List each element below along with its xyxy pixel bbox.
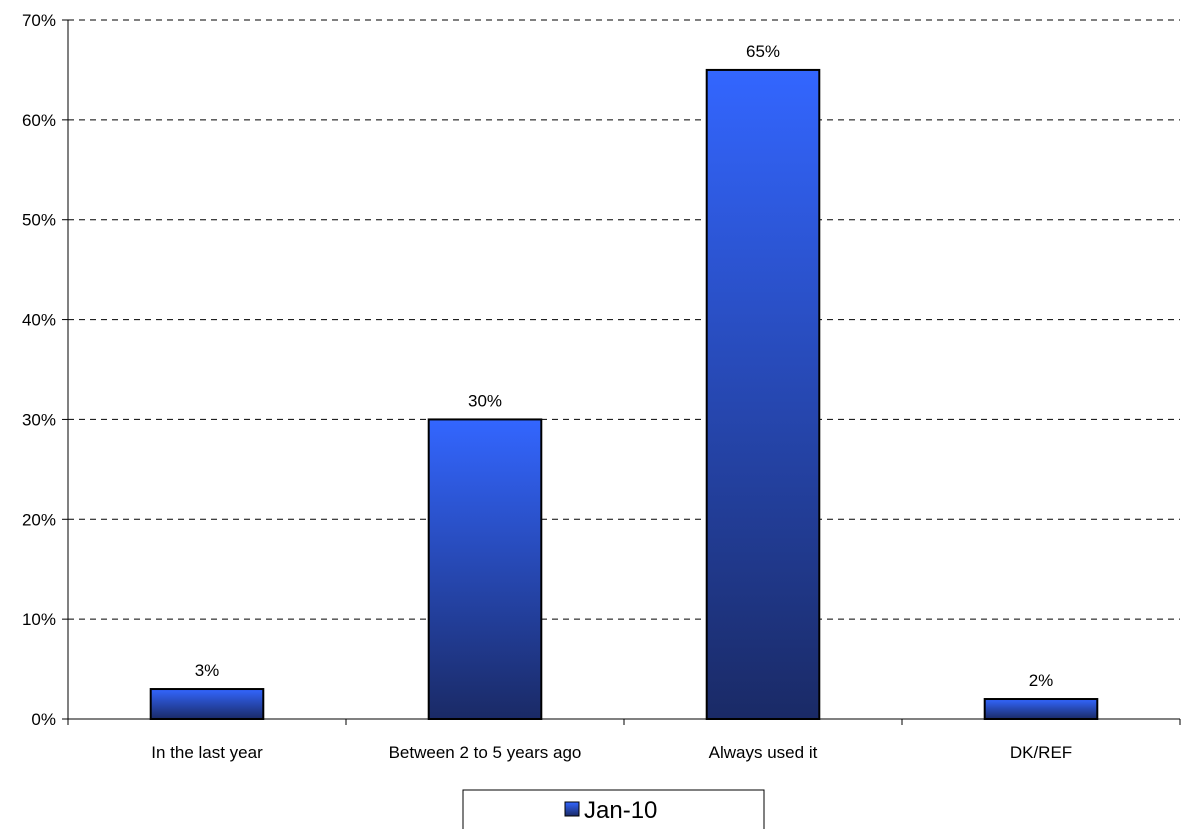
y-tick-label: 30% xyxy=(22,410,56,429)
data-label: 65% xyxy=(746,42,780,61)
data-label: 3% xyxy=(195,661,220,680)
legend-box xyxy=(462,789,765,834)
y-tick-label: 10% xyxy=(22,610,56,629)
gridlines xyxy=(68,19,1180,620)
y-tick-label: 0% xyxy=(31,710,56,729)
y-tick-label: 60% xyxy=(22,111,56,130)
bar xyxy=(983,698,1099,720)
x-tick-label: Always used it xyxy=(709,743,818,762)
y-tick-label: 50% xyxy=(22,211,56,230)
bar xyxy=(149,688,265,720)
x-tick-label: DK/REF xyxy=(1010,743,1072,762)
bar xyxy=(705,68,821,720)
bars xyxy=(149,68,1099,720)
labels: 0% 10% 20% 30% 40% 50% 60% 70% 3% In the last yea… xyxy=(22,11,1072,762)
data-label: 30% xyxy=(468,391,502,410)
legend-label: Jan-10 xyxy=(584,797,657,824)
y-tick-label: 20% xyxy=(22,510,56,529)
y-tick-label: 70% xyxy=(22,11,56,30)
legend: Jan-10 xyxy=(462,789,765,834)
bar xyxy=(427,418,543,720)
y-tick-label: 40% xyxy=(22,311,56,330)
legend-swatch xyxy=(564,801,580,817)
axes xyxy=(62,19,1181,725)
x-tick-label: In the last year xyxy=(151,743,263,762)
x-tick-label: Between 2 to 5 years ago xyxy=(389,743,582,762)
data-label: 2% xyxy=(1029,671,1054,690)
